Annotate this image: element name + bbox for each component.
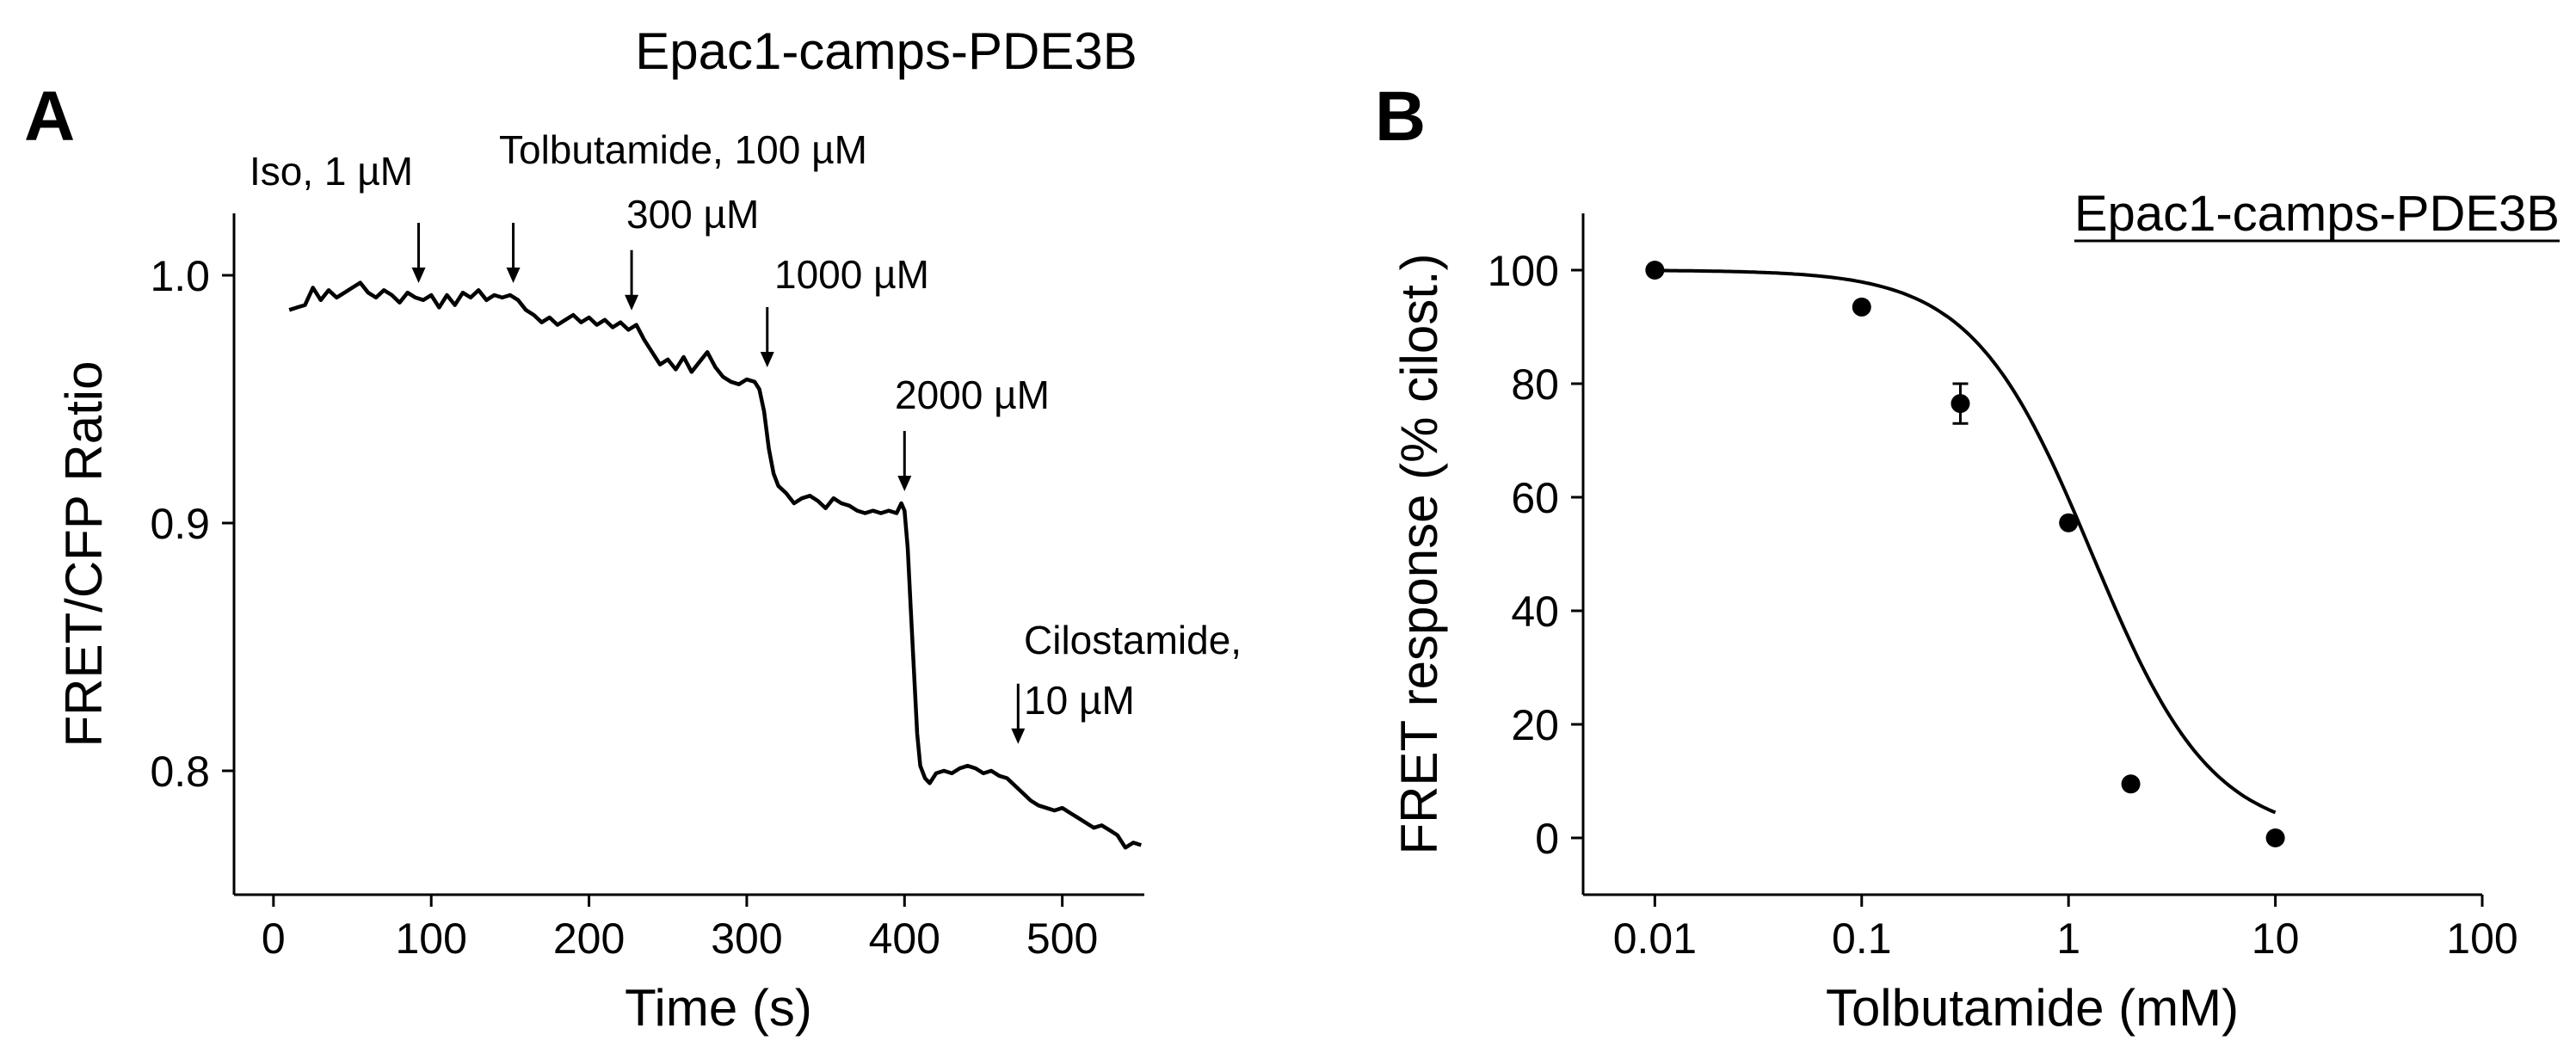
- dose-response-fit-curve: [1655, 268, 2277, 815]
- data-point: [1950, 394, 1970, 414]
- panel-b-title: Epac1-camps-PDE3B: [2074, 186, 2560, 242]
- panel-a-y-ticks: 0.8 0.9 1.0: [150, 252, 234, 796]
- annotation-label: 300 µM: [626, 192, 759, 237]
- panel-a-annotations: Iso, 1 µM Tolbutamide, 100 µM 300 µM 1000 µ…: [250, 127, 1242, 744]
- annotation-label: Cilostamide,: [1024, 618, 1242, 662]
- x-tick-label: 100: [2446, 914, 2517, 963]
- annotation-arrowhead: [760, 351, 774, 367]
- fret-ratio-trace: [288, 280, 1142, 850]
- annotation-arrowhead: [897, 475, 912, 491]
- y-tick-label: 0: [1535, 815, 1559, 863]
- panel-b-axes: [1581, 213, 2482, 896]
- x-tick-label: 0: [262, 914, 286, 963]
- x-tick-label: 0.01: [1613, 914, 1697, 963]
- y-tick-label: 60: [1511, 474, 1559, 522]
- panel-a-title: Epac1-camps-PDE3B: [635, 22, 1137, 80]
- annotation-arrowhead: [1011, 728, 1026, 744]
- x-tick-label: 300: [711, 914, 782, 963]
- y-tick-label: 40: [1511, 588, 1559, 636]
- y-tick-label: 80: [1511, 360, 1559, 409]
- panel-b-letter: B: [1375, 77, 1426, 156]
- data-point: [1852, 297, 1871, 317]
- panel-b-y-label: FRET response (% cilost.): [1390, 253, 1448, 854]
- panel-a: A Epac1-camps-PDE3B 0 100 200 300 400 500 0.8…: [24, 22, 1242, 1037]
- annotation-arrowhead: [625, 294, 639, 311]
- panel-b-x-ticks: 0.01 0.1 1 10 100: [1613, 895, 2518, 963]
- annotation-label: Iso, 1 µM: [250, 149, 413, 194]
- x-tick-label: 1: [2056, 914, 2080, 963]
- panel-a-y-label: FRET/CFP Ratio: [55, 361, 113, 748]
- x-tick-label: 100: [395, 914, 466, 963]
- panel-a-x-label: Time (s): [625, 979, 812, 1037]
- panel-b-y-ticks: 0 20 40 60 80 100: [1488, 247, 1583, 863]
- annotation-label: 2000 µM: [895, 372, 1050, 417]
- panel-a-x-ticks: 0 100 200 300 400 500: [262, 895, 1098, 963]
- data-point: [1645, 261, 1665, 280]
- annotation-label: 10 µM: [1024, 678, 1135, 723]
- data-point: [2059, 513, 2079, 533]
- y-tick-label: 100: [1488, 247, 1559, 295]
- x-tick-label: 400: [869, 914, 940, 963]
- data-point: [2265, 828, 2285, 847]
- annotation-arrowhead: [411, 268, 426, 284]
- annotation-label: 1000 µM: [774, 252, 929, 297]
- y-tick-label: 0.8: [150, 748, 210, 796]
- panel-b: B Epac1-camps-PDE3B 0.01 0.1 1 10 100 0 20 40 6…: [1375, 77, 2560, 1037]
- panel-a-letter: A: [24, 77, 75, 156]
- y-tick-label: 20: [1511, 701, 1559, 749]
- x-tick-label: 0.1: [1832, 914, 1892, 963]
- annotation-label: Tolbutamide, 100 µM: [499, 127, 867, 172]
- y-tick-label: 0.9: [150, 500, 210, 548]
- x-tick-label: 10: [2252, 914, 2300, 963]
- data-point: [2121, 774, 2141, 794]
- x-tick-label: 500: [1026, 914, 1098, 963]
- x-tick-label: 200: [553, 914, 625, 963]
- annotation-arrowhead: [506, 268, 521, 284]
- panel-b-data-points: [1645, 261, 2285, 847]
- panel-b-x-label: Tolbutamide (mM): [1826, 979, 2239, 1037]
- panel-a-axes: [232, 213, 1144, 896]
- y-tick-label: 1.0: [150, 252, 210, 300]
